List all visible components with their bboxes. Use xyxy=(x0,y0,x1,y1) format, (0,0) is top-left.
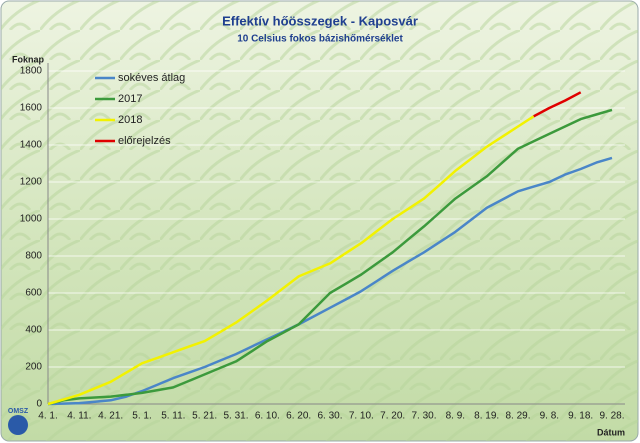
x-tick-label: 4. 1. xyxy=(38,411,57,422)
y-tick-label: 600 xyxy=(25,288,42,299)
x-tick-label: 6. 30. xyxy=(317,411,342,422)
y-tick-label: 400 xyxy=(25,325,42,336)
x-tick-label: 5. 21. xyxy=(192,411,217,422)
x-tick-label: 5. 11. xyxy=(161,411,185,422)
x-tick-label: 6. 20. xyxy=(286,411,311,422)
x-tick-label: 6. 10. xyxy=(255,411,280,422)
legend-label: előrejelzés xyxy=(118,135,171,147)
x-tick-label: 9. 18. xyxy=(568,411,593,422)
chart-subtitle: 10 Celsius fokos bázishőmérséklet xyxy=(237,34,403,45)
logo-text: OMSZ xyxy=(8,408,29,415)
y-tick-label: 800 xyxy=(25,251,42,262)
x-tick-label: 7. 20. xyxy=(380,411,405,422)
series-line xyxy=(47,156,613,406)
x-tick-label: 7. 10. xyxy=(349,411,374,422)
x-axis-label: Dátum xyxy=(597,427,625,437)
y-tick-label: 1600 xyxy=(20,103,43,114)
x-tick-label: 5. 31. xyxy=(223,411,248,422)
series-line xyxy=(47,108,613,406)
x-tick-label: 8. 19. xyxy=(474,411,499,422)
y-tick-label: 0 xyxy=(36,399,42,410)
legend-label: sokéves átlag xyxy=(118,72,185,84)
y-tick-label: 200 xyxy=(25,362,42,373)
chart-title: Effektív hőösszegek - Kaposvár xyxy=(222,13,418,28)
logo xyxy=(8,415,28,435)
legend-label: 2018 xyxy=(118,114,142,126)
y-tick-label: 1200 xyxy=(20,177,43,188)
x-tick-label: 9. 8. xyxy=(540,411,559,422)
series-line xyxy=(533,91,582,118)
x-tick-label: 7. 30. xyxy=(411,411,436,422)
x-tick-label: 5. 1. xyxy=(132,411,151,422)
y-tick-label: 1400 xyxy=(20,140,43,151)
y-tick-label: 1000 xyxy=(20,214,43,225)
x-tick-label: 8. 9. xyxy=(446,411,465,422)
x-tick-label: 4. 11. xyxy=(67,411,91,422)
x-tick-label: 9. 28. xyxy=(599,411,624,422)
x-tick-label: 4. 21. xyxy=(98,411,123,422)
legend-label: 2017 xyxy=(118,93,142,105)
x-tick-label: 8. 29. xyxy=(505,411,530,422)
y-axis-label: Foknap xyxy=(12,54,45,64)
series-line xyxy=(47,115,535,406)
y-tick-label: 1800 xyxy=(20,66,43,77)
